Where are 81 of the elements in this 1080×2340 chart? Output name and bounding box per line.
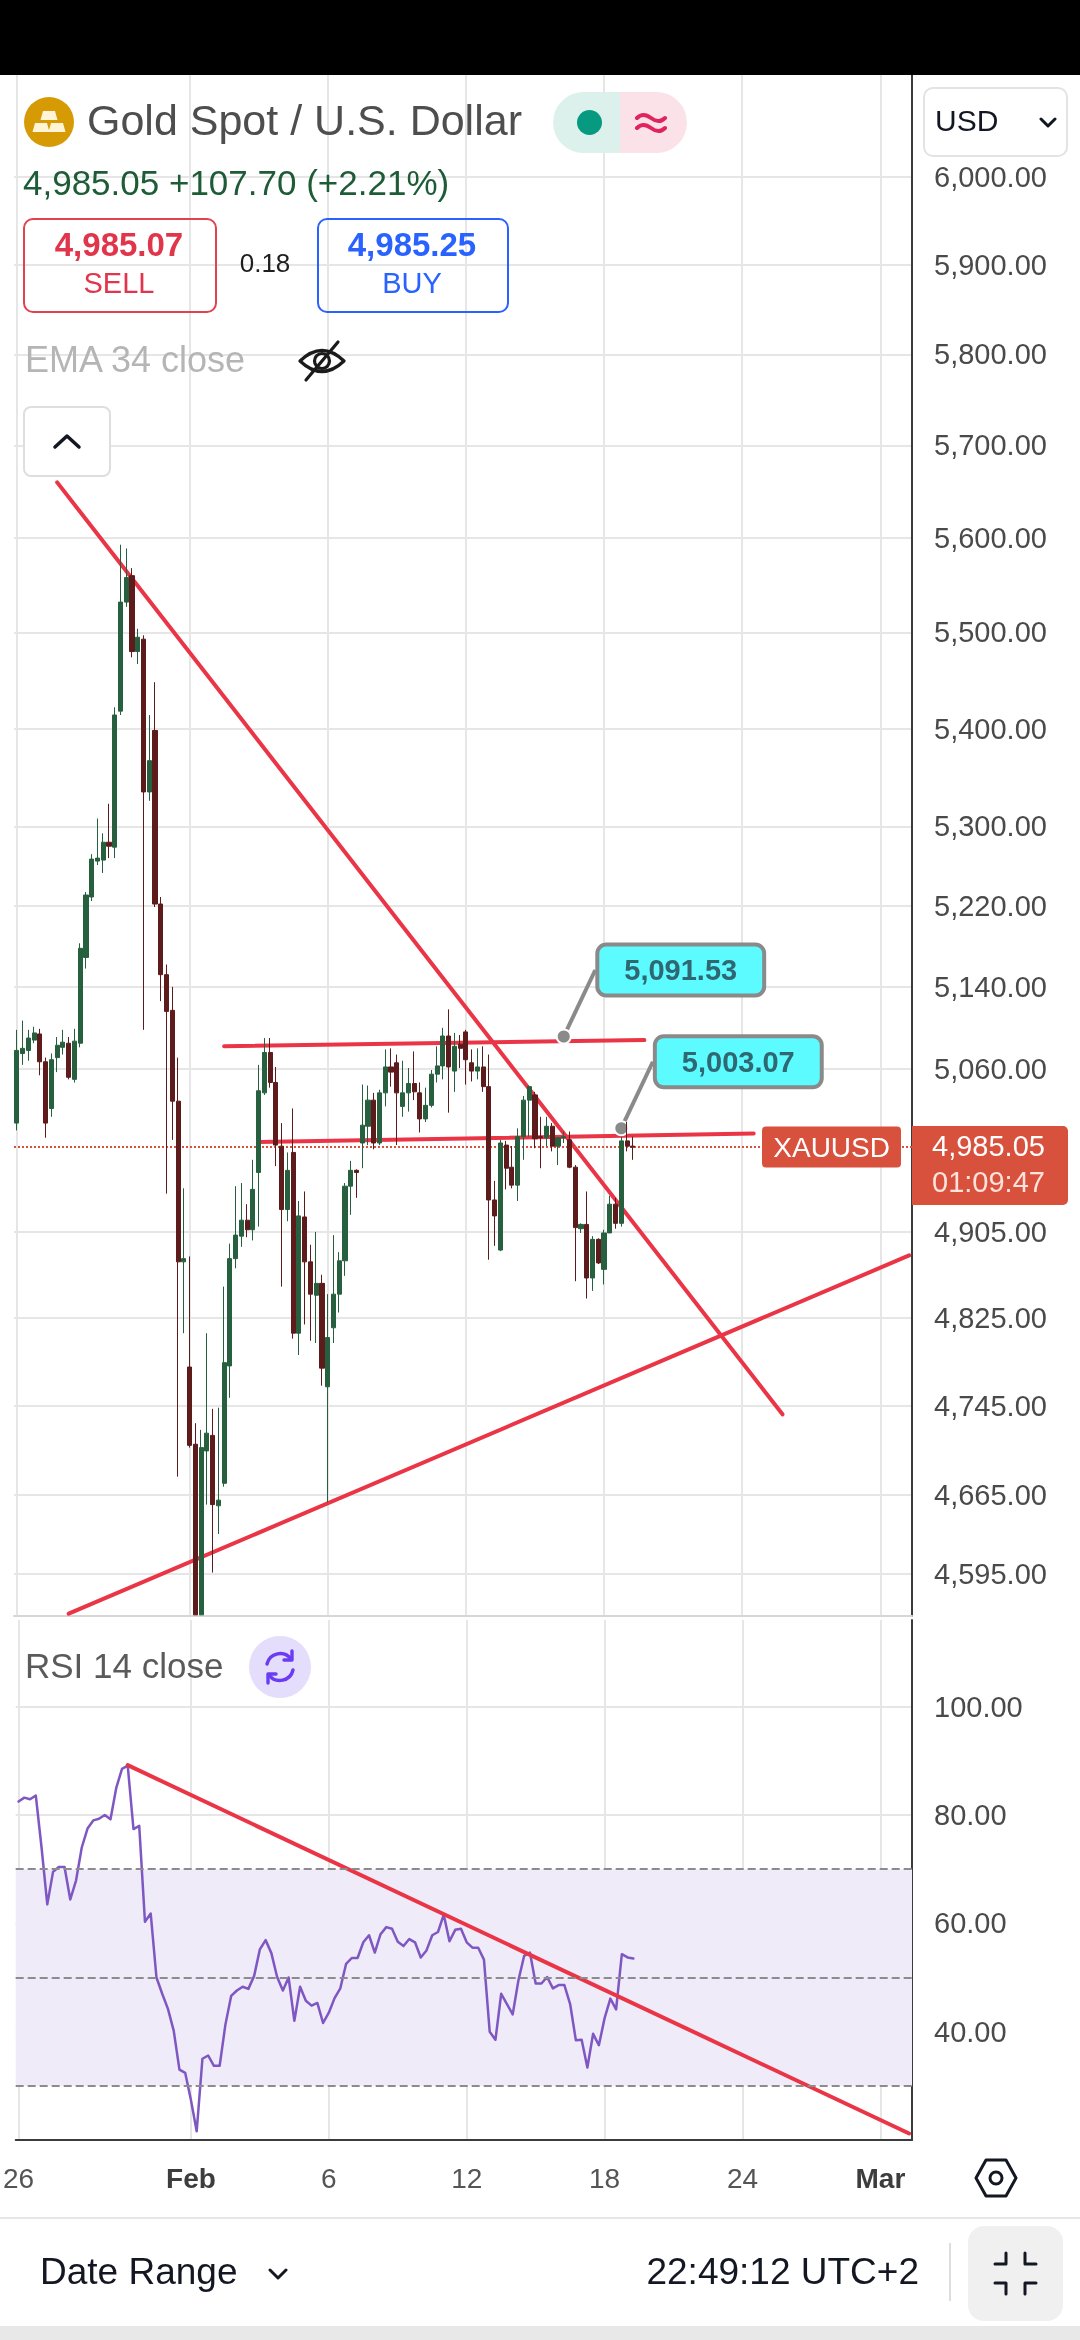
candlestick [285,1151,290,1222]
candlestick [417,1081,422,1133]
x-tick-label: 18 [589,2162,621,2194]
y-tick-label: 5,600.00 [934,522,1047,555]
annotation: 0.18 [239,248,291,279]
candlestick [544,1116,549,1147]
candlestick [584,1190,589,1299]
text: 22:49:12 UTC+2 [646,2250,919,2294]
annotation: 4,985.07 [54,226,184,264]
x-tick-label: 24 [726,2162,759,2194]
y-tick-label: 5,900.00 [934,248,1047,281]
candlestick [106,803,112,859]
data-label: 5,003.07 [681,1045,795,1078]
candlestick [590,1235,595,1292]
candlestick [245,1203,250,1238]
candlestick [210,1408,215,1574]
candlestick [112,706,117,859]
candlestick [216,1407,221,1535]
text: 4,985.05 [932,1130,1045,1164]
text: Gold Spot / U.S. Dollar [87,96,522,146]
y-tick-label: 4,745.00 [934,1389,1047,1422]
text: RSI 14 close [25,1645,224,1687]
candlestick [181,1187,186,1334]
text: 01:09:47 [932,1166,1045,1200]
line-series [17,1764,635,2133]
candlestick [613,1197,618,1230]
text: Date Range [40,2250,238,2294]
y-tick-label: 4,665.00 [934,1478,1047,1511]
candlestick [296,1200,301,1356]
text: 4,985.05 +107.70 (+2.21%) [23,162,450,204]
y-tick-label: 5,220.00 [934,890,1047,923]
y-tick-label: 5,800.00 [934,338,1047,371]
candlestick [129,567,135,658]
y-tick-label: 4,825.00 [934,1301,1047,1334]
y-tick-label: 5,060.00 [934,1053,1047,1086]
annotation: SELL [83,267,155,301]
annotation: EMA 34 close [25,339,246,381]
candlestick [354,1168,359,1199]
candlestick [412,1050,417,1101]
candlestick [314,1231,319,1344]
candlestick [446,1008,451,1114]
y-tick-label: 5,500.00 [934,616,1047,649]
x-tick-label: 12 [451,2162,483,2194]
candlestick [371,1092,376,1150]
candlestick [141,634,146,1031]
y-tick-label: 40.00 [934,2015,1007,2048]
y-axis-title: USD [935,103,999,139]
candlestick [452,1032,457,1093]
candlestick [596,1237,601,1265]
data-label: 5,091.53 [624,953,738,986]
candlestick [135,628,140,665]
candlestick [550,1122,555,1152]
y-tick-label: 80.00 [934,1799,1007,1831]
candlestick [319,1274,325,1387]
candlestick [475,1047,480,1080]
x-tick-label: 6 [321,2162,337,2194]
candlestick [66,1036,71,1080]
y-tick-label: 5,700.00 [934,429,1047,462]
annotation: BUY [382,267,442,301]
candlestick [619,1136,624,1228]
x-tick-label: Mar [855,2162,906,2194]
y-tick-label: 5,400.00 [934,712,1047,745]
y-tick-label: 100.00 [934,1690,1023,1723]
annotation: 4,985.25 [347,226,477,264]
x-tick-label: 26 [2,2162,35,2194]
x-tick-label: Feb [166,2162,216,2194]
candlestick [49,1053,54,1118]
y-tick-label: 4,595.00 [934,1557,1047,1590]
y-tick-label: 60.00 [934,1907,1007,1940]
candlestick [325,1293,330,1503]
y-tick-label: 4,905.00 [934,1215,1047,1248]
candlestick [147,714,152,802]
y-tick-label: 5,300.00 [934,810,1047,843]
candlestick [291,1107,296,1340]
candlestick [250,1159,255,1241]
ref-line-label: XAUUSD [762,1126,901,1168]
y-tick-label: 6,000.00 [934,160,1047,193]
candlestick [469,1048,474,1082]
candlestick [498,1139,503,1252]
y-tick-label: 5,140.00 [934,970,1047,1003]
candlestick [578,1222,584,1234]
